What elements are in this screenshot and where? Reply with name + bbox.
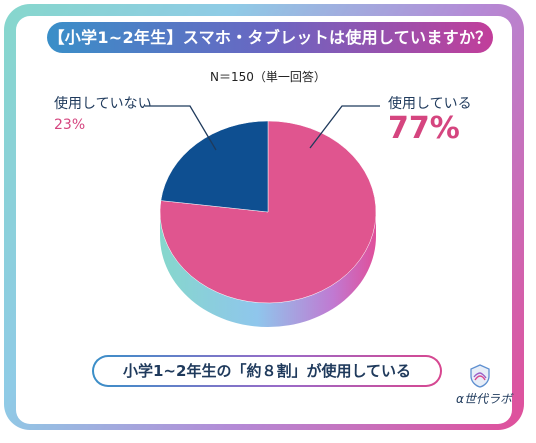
label-using-name: 使用している [388, 96, 472, 112]
label-not-using-value: 23% [54, 117, 86, 133]
chart-title: 【小学1~2年生】スマホ・タブレットは使用していますか？ [47, 22, 493, 53]
pie-slice-not-using [160, 120, 269, 213]
label-using: 使用している 77% [388, 93, 472, 145]
summary-banner: 小学1~2年生の「約８割」が使用している [92, 355, 442, 387]
pie-side-wall [160, 212, 376, 327]
label-using-value: 77% [388, 111, 460, 146]
leader-line-using [309, 105, 380, 149]
brand-logo: α世代ラボ [448, 360, 528, 410]
label-not-using-name: 使用していない [54, 96, 152, 112]
summary-text: 小学1~2年生の「約８割」が使用している [94, 357, 440, 385]
logo-text: α世代ラボ [456, 392, 512, 406]
alpha-shield-icon [470, 364, 490, 388]
leader-line-not-using [145, 105, 217, 151]
sample-note: N＝150（単一回答） [210, 70, 326, 84]
label-not-using: 使用していない 23% [54, 93, 152, 133]
